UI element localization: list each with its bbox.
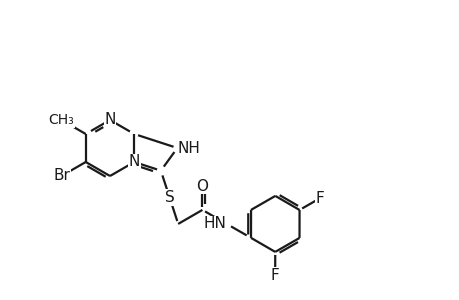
Text: NH: NH	[177, 140, 200, 155]
Text: HN: HN	[203, 216, 226, 231]
Text: Br: Br	[53, 169, 70, 184]
Text: N: N	[104, 112, 115, 128]
Text: F: F	[315, 190, 324, 206]
Text: F: F	[270, 268, 279, 283]
Text: CH₃: CH₃	[49, 113, 74, 127]
Text: O: O	[196, 178, 208, 194]
Text: N: N	[128, 154, 140, 169]
Text: S: S	[164, 190, 174, 205]
